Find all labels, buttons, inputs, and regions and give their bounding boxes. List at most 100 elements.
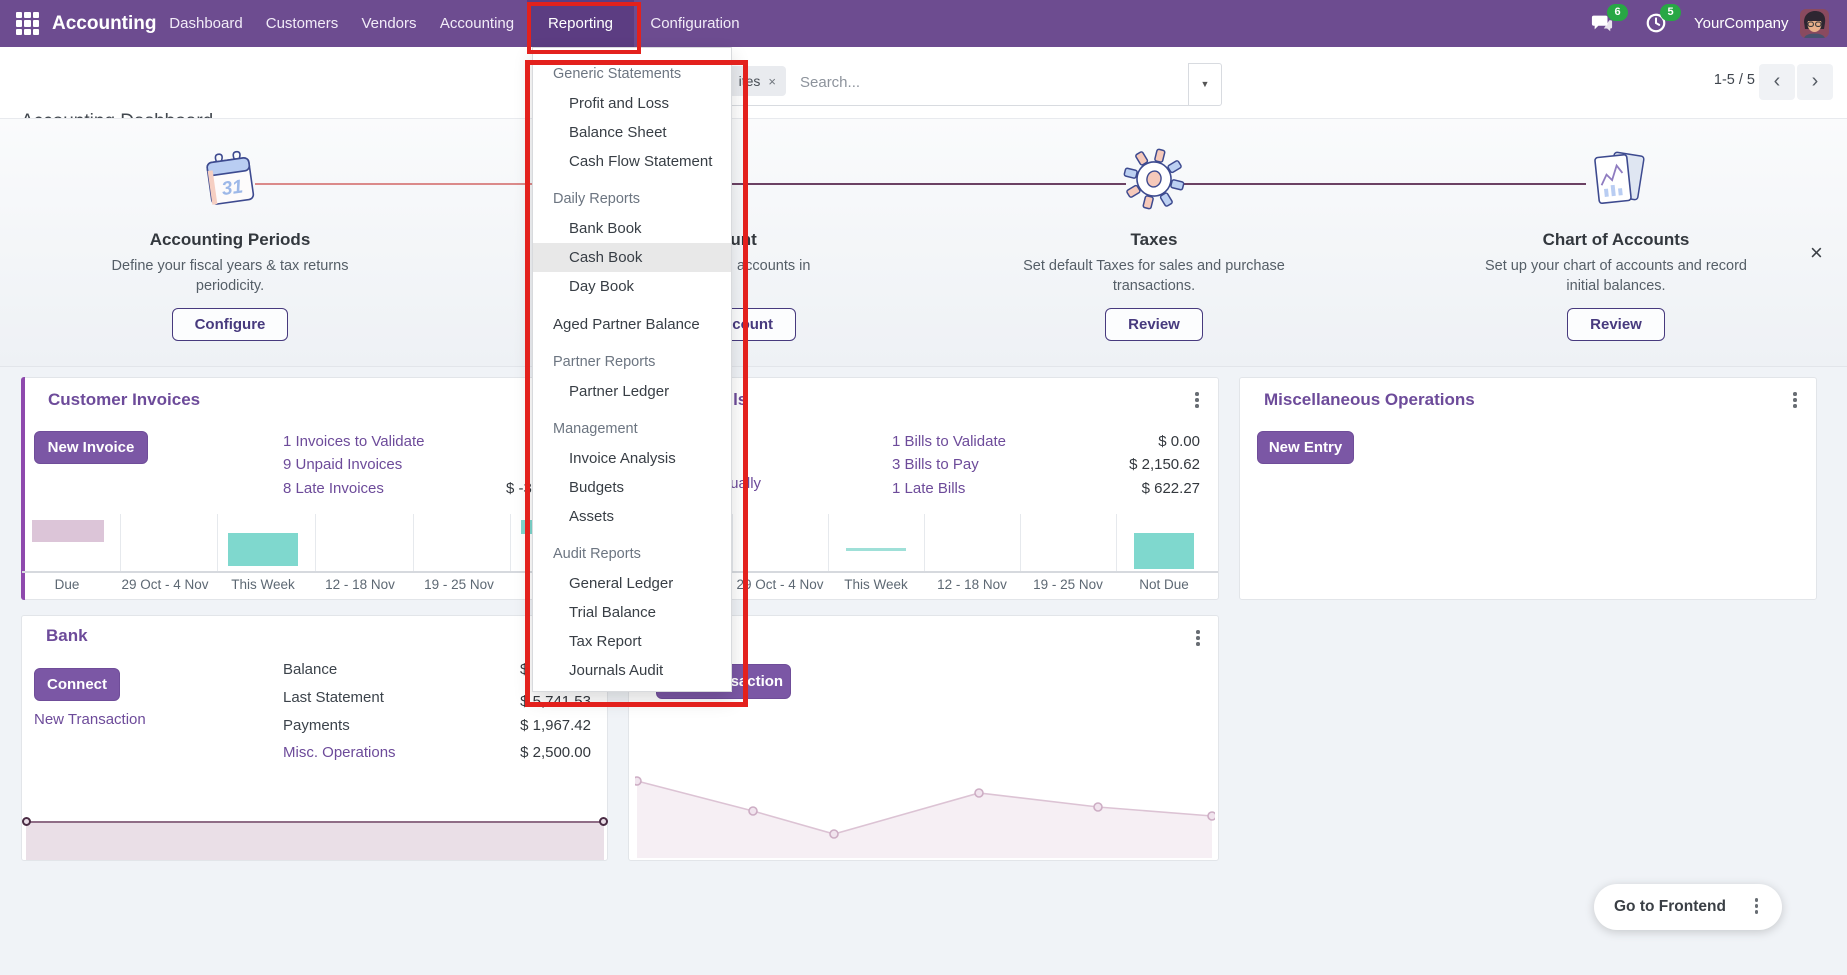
- late-invoices-link[interactable]: 8 Late Invoices: [283, 480, 384, 497]
- bar-this-week: [846, 548, 906, 551]
- late-invoices-amount: $ -3: [506, 480, 532, 497]
- close-icon[interactable]: ×: [1810, 240, 1823, 265]
- activities-badge: 5: [1660, 4, 1681, 21]
- progress-line-segment-3: [1184, 183, 1586, 185]
- progress-line-segment-2: [730, 183, 1126, 185]
- menu-item-aged-partner-balance[interactable]: Aged Partner Balance: [553, 316, 700, 333]
- customer-invoices-title[interactable]: Customer Invoices: [48, 390, 201, 409]
- step-description: Set default Taxes for sales and purchase…: [1023, 258, 1285, 294]
- pager-previous-button[interactable]: ‹: [1759, 64, 1795, 100]
- bank-title[interactable]: Bank: [46, 626, 88, 645]
- onboarding-step-chart-of-accounts: Chart of Accounts Set up your chart of a…: [1456, 119, 1776, 341]
- menu-item-balance-sheet[interactable]: Balance Sheet: [569, 124, 667, 141]
- messages-badge: 6: [1607, 4, 1628, 21]
- card-bank: Bank Connect New Transaction Balance Las…: [21, 615, 608, 861]
- chart-endpoint-right: [599, 817, 608, 826]
- misc-operations-link[interactable]: Misc. Operations: [283, 744, 396, 761]
- nav-item-accounting[interactable]: Accounting: [439, 15, 515, 32]
- gear-icon: [994, 144, 1314, 214]
- new-entry-button[interactable]: New Entry: [1257, 431, 1354, 464]
- nav-item-dashboard[interactable]: Dashboard: [169, 15, 243, 32]
- nav-item-reporting[interactable]: Reporting: [527, 0, 634, 47]
- user-avatar[interactable]: [1800, 9, 1829, 38]
- chevron-right-icon: ›: [1811, 70, 1819, 92]
- facet-remove-icon[interactable]: ×: [768, 73, 776, 89]
- configure-button[interactable]: Configure: [171, 308, 289, 341]
- menu-item-day-book[interactable]: Day Book: [569, 278, 635, 295]
- kebab-icon: [1754, 898, 1759, 916]
- late-bills-amount: $ 622.27: [1141, 480, 1200, 497]
- nav-item-configuration[interactable]: Configuration: [650, 15, 740, 32]
- cash-line-chart[interactable]: [635, 774, 1215, 860]
- new-invoice-button[interactable]: New Invoice: [34, 431, 148, 464]
- review-taxes-button[interactable]: Review: [1105, 308, 1203, 341]
- card-customer-invoices: Customer Invoices New Invoice 1 Invoices…: [21, 377, 608, 600]
- payments-label: Payments: [283, 717, 350, 734]
- calendar-icon: 31: [70, 144, 390, 214]
- review-coa-button[interactable]: Review: [1567, 308, 1665, 341]
- balance-value: $: [520, 661, 529, 678]
- menu-item-cash-book[interactable]: Cash Book: [533, 243, 731, 272]
- pager-range: 1-5 / 5: [1713, 72, 1755, 88]
- search-options-toggle[interactable]: ▼: [1188, 63, 1222, 106]
- onboarding-step-taxes: Taxes Set default Taxes for sales and pu…: [994, 119, 1314, 341]
- progress-line-segment-1: [255, 183, 670, 185]
- search-input[interactable]: [798, 66, 1172, 98]
- menu-item-assets[interactable]: Assets: [569, 508, 615, 525]
- misc-operations-kebab-icon[interactable]: [1793, 392, 1797, 410]
- frontend-options-button[interactable]: [1739, 890, 1774, 924]
- company-switcher[interactable]: YourCompany: [1694, 15, 1789, 32]
- menu-item-partner-ledger[interactable]: Partner Ledger: [569, 383, 670, 400]
- pager-next-button[interactable]: ›: [1797, 64, 1833, 100]
- menu-header-daily-reports: Daily Reports: [553, 191, 641, 207]
- menu-item-bank-book[interactable]: Bank Book: [569, 220, 642, 237]
- menu-item-general-ledger[interactable]: General Ledger: [569, 575, 674, 592]
- svg-text:31: 31: [220, 176, 244, 200]
- nav-item-vendors[interactable]: Vendors: [361, 15, 417, 32]
- step-title: Taxes: [1130, 230, 1178, 249]
- step-title: Chart of Accounts: [1542, 230, 1690, 249]
- last-statement-label: Last Statement: [283, 689, 384, 706]
- chart-document-icon: [1456, 144, 1776, 214]
- menu-item-budgets[interactable]: Budgets: [569, 479, 625, 496]
- app-name[interactable]: Accounting: [52, 13, 157, 34]
- go-to-frontend-button[interactable]: Go to Frontend: [1614, 898, 1726, 915]
- chevron-down-icon: ▼: [1200, 79, 1210, 89]
- search-bar-underline: [700, 105, 1188, 106]
- card-accent-stripe: [21, 377, 25, 600]
- card-misc-operations: Miscellaneous Operations New Entry: [1239, 377, 1817, 600]
- bills-to-pay-link[interactable]: 3 Bills to Pay: [892, 456, 979, 473]
- balance-label: Balance: [283, 661, 338, 678]
- menu-item-invoice-analysis[interactable]: Invoice Analysis: [569, 450, 676, 467]
- menu-item-cash-flow-statement[interactable]: Cash Flow Statement: [569, 153, 713, 170]
- unpaid-invoices-link[interactable]: 9 Unpaid Invoices: [283, 456, 403, 473]
- menu-item-tax-report[interactable]: Tax Report: [569, 633, 642, 650]
- bills-to-validate-link[interactable]: 1 Bills to Validate: [892, 433, 1006, 450]
- chart-endpoint-left: [22, 817, 31, 826]
- apps-grid-icon[interactable]: [16, 12, 39, 35]
- menu-item-profit-and-loss[interactable]: Profit and Loss: [569, 95, 670, 112]
- misc-operations-value: $ 2,500.00: [520, 744, 591, 761]
- menu-header-partner-reports: Partner Reports: [553, 354, 656, 370]
- cash-kebab-icon[interactable]: [1196, 630, 1200, 648]
- menu-header-audit-reports: Audit Reports: [553, 546, 641, 562]
- messages-icon[interactable]: [1591, 12, 1613, 34]
- late-bills-link[interactable]: 1 Late Bills: [892, 480, 966, 497]
- misc-operations-title[interactable]: Miscellaneous Operations: [1264, 390, 1475, 409]
- bills-to-validate-amount: $ 0.00: [1158, 433, 1200, 450]
- menu-item-journals-audit[interactable]: Journals Audit: [569, 662, 664, 679]
- vendor-bills-kebab-icon[interactable]: [1195, 392, 1199, 410]
- invoices-to-validate-link[interactable]: 1 Invoices to Validate: [283, 433, 425, 450]
- connect-button[interactable]: Connect: [34, 668, 120, 701]
- nav-item-customers[interactable]: Customers: [265, 15, 339, 32]
- onboarding-step-accounting-periods: 31 Accounting Periods Define your fiscal…: [70, 119, 390, 341]
- new-transaction-link[interactable]: New Transaction: [34, 711, 146, 728]
- bar-this-week: [228, 533, 298, 566]
- bills-to-pay-amount: $ 2,150.62: [1129, 456, 1200, 473]
- activities-clock-icon[interactable]: [1645, 12, 1667, 34]
- payments-value: $ 1,967.42: [520, 717, 591, 734]
- menu-header-management: Management: [553, 421, 638, 437]
- menu-item-trial-balance[interactable]: Trial Balance: [569, 604, 656, 621]
- bar-due: [32, 520, 104, 542]
